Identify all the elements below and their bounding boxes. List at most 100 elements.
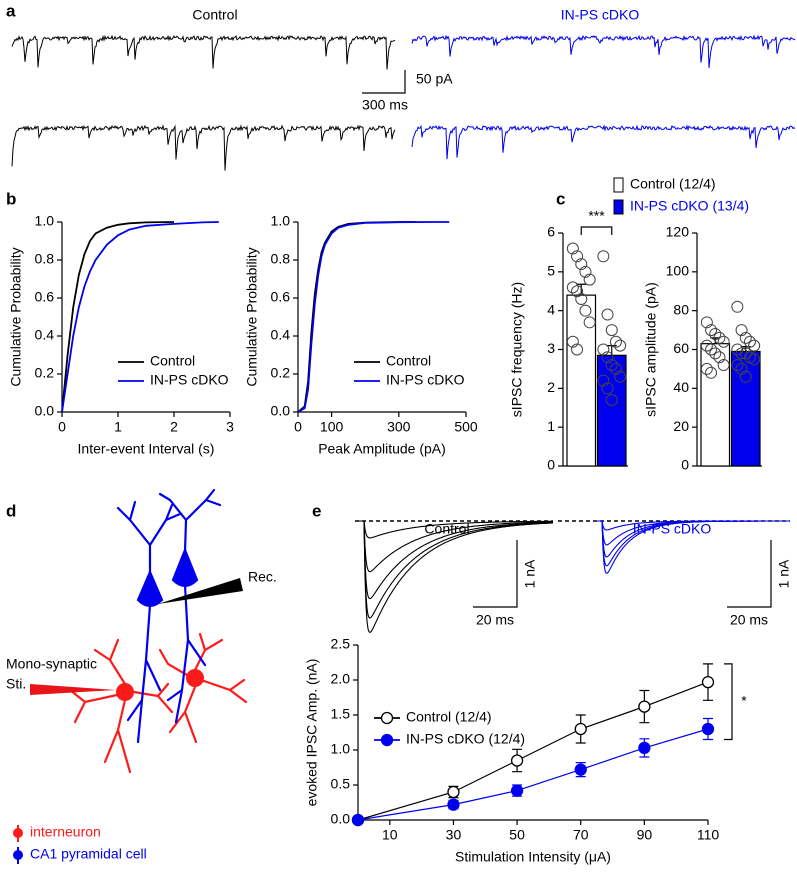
bar [596,354,627,467]
soma [136,569,164,608]
data-point [601,308,614,321]
data-point [700,339,713,352]
data-point [566,281,579,294]
data-point [743,335,756,348]
data-point [605,359,618,372]
dendrite [68,638,174,774]
trace [11,124,396,171]
x-tick-label: 0 [58,419,66,435]
y-tick-label: 0.8 [35,251,55,267]
trace [411,124,796,160]
data-point [731,300,744,313]
marker [701,675,715,689]
y-tick-label: 0 [681,457,689,473]
significance-label: * [741,692,747,708]
y-tick-label: 2.0 [331,671,351,687]
x-tick-label: 30 [446,827,462,843]
x-tick-label: 0 [294,419,302,435]
y-tick-label: 1.0 [35,213,55,229]
legend-label: Control [386,353,431,369]
data-point [571,285,584,298]
trace-label: IN-PS cDKO [561,7,640,23]
interneurons [68,632,248,774]
legend-label: interneuron [30,824,101,840]
soma [116,683,134,701]
scale-bar [362,70,406,94]
data-point [605,324,618,337]
scale-bar [727,540,772,608]
data-point [579,265,592,278]
y-tick-label: 3 [547,340,555,356]
x-tick-label: 10 [382,827,398,843]
trace [11,34,396,70]
data-point [700,316,713,329]
marker [638,700,651,713]
y-tick-label: 2.5 [331,636,351,652]
evoked-trace [358,520,553,539]
x-tick-label: 70 [573,827,589,843]
legend-marker [380,711,394,725]
y-tick-label: 120 [666,224,690,240]
data-point [583,273,596,286]
data-point [709,347,722,360]
data-point [739,347,752,360]
evoked-trace [358,520,553,600]
data-point [601,351,614,364]
significance-bracket [724,663,733,741]
data-point [575,293,588,306]
scale-label: 50 pA [416,71,453,87]
x-tick-label: 50 [509,827,525,843]
legend-label: IN-PS cDKO (12/4) [406,731,525,747]
data-point [605,393,618,406]
y-axis-label: Cumulative Probability [244,247,260,386]
legend-swatch [613,199,624,215]
y-tick-label: 1.5 [331,706,351,722]
y-tick-label: 0.6 [35,289,55,305]
evoked-trace [596,520,790,574]
data-point [597,343,610,356]
marker [510,784,524,797]
significance-label: *** [588,208,605,224]
y-tick-label: 0.4 [35,327,55,343]
panel-label: c [556,189,565,208]
data-point [735,324,748,337]
recording-electrode [158,578,243,604]
data-point [614,370,627,383]
data-point [717,359,730,372]
y-tick-label: 1.0 [331,741,351,757]
y-tick-label: 100 [666,263,690,279]
data-point [748,353,761,366]
y-tick-label: 0.2 [35,365,55,381]
trace-label: Control [192,7,237,23]
x-tick-label: 300 [387,419,411,435]
panel-label: b [6,189,16,208]
y-axis-label: evoked IPSC Amp. (nA) [304,659,320,807]
data-point [705,324,718,337]
y-tick-label: 60 [673,340,689,356]
evoked-trace [358,520,553,634]
neuron-diagram [30,488,248,774]
marker [447,798,460,811]
data-point [705,343,718,356]
data-point [597,250,610,263]
x-tick-label: 1 [114,419,122,435]
x-axis-label: Stimulation Intensity (μA) [455,849,611,865]
y-tick-label: 0 [547,457,555,473]
x-tick-label: 90 [637,827,653,843]
scale-label: 20 ms [476,612,514,628]
y-tick-label: 80 [673,301,689,317]
y-tick-label: 5 [547,263,555,279]
legend-icon [13,828,23,838]
data-point [713,351,726,364]
data-point [609,362,622,375]
data-point [717,335,730,348]
data-point [705,366,718,379]
y-tick-label: 6 [547,224,555,240]
marker [638,741,651,755]
bar [700,343,731,467]
y-tick-label: 40 [673,379,689,395]
pyramidal-cells [116,488,222,744]
x-tick-label: 500 [454,419,478,435]
scale-bar [473,540,518,608]
legend-label: IN-PS cDKO [150,372,229,388]
